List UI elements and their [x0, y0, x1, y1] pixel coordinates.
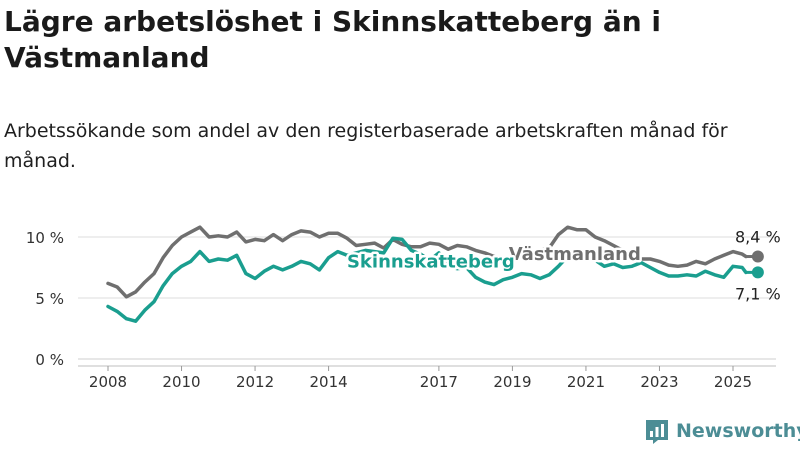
brand-logo: Newsworthy	[644, 418, 800, 444]
series-lines	[106, 225, 764, 323]
y-tick-label: 5 %	[35, 290, 64, 308]
x-tick-label: 2008	[89, 373, 127, 391]
brand-name: Newsworthy	[676, 420, 800, 442]
x-tick-label: 2010	[162, 373, 200, 391]
x-tick-label: 2019	[493, 373, 531, 391]
x-tick-label: 2021	[567, 373, 605, 391]
series-line-skinnskatteberg	[106, 236, 748, 323]
series-line-västmanland	[106, 225, 748, 299]
gridlines	[78, 236, 776, 360]
newsworthy-logo-icon	[646, 420, 668, 444]
series-end-dot	[751, 250, 764, 263]
x-tick-label: 2012	[236, 373, 274, 391]
x-tick-label: 2023	[640, 373, 678, 391]
y-tick-label: 10 %	[26, 229, 64, 247]
series-name-label: Skinnskatteberg	[347, 251, 515, 272]
chart-subtitle: Arbetssökande som andel av den registerb…	[4, 120, 728, 172]
y-tick-label: 0 %	[35, 351, 64, 369]
x-tick-label: 2014	[309, 373, 347, 391]
chart-title: Lägre arbetslöshet i Skinnskatteberg än …	[4, 5, 662, 74]
series-end-value-label: 8,4 %	[735, 228, 781, 247]
series-end-value-label: 7,1 %	[735, 284, 781, 303]
x-tick-label: 2025	[714, 373, 752, 391]
series-name-label: Västmanland	[509, 244, 641, 265]
series-end-dot	[751, 266, 764, 279]
axes: 0 % 5 % 10 % 2008 2010 2012 2014 2017 2019 2021 20…	[26, 229, 776, 391]
x-tick-label: 2017	[420, 373, 458, 391]
